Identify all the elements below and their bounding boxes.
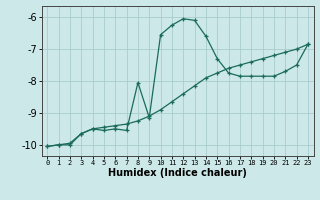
X-axis label: Humidex (Indice chaleur): Humidex (Indice chaleur) [108, 168, 247, 178]
